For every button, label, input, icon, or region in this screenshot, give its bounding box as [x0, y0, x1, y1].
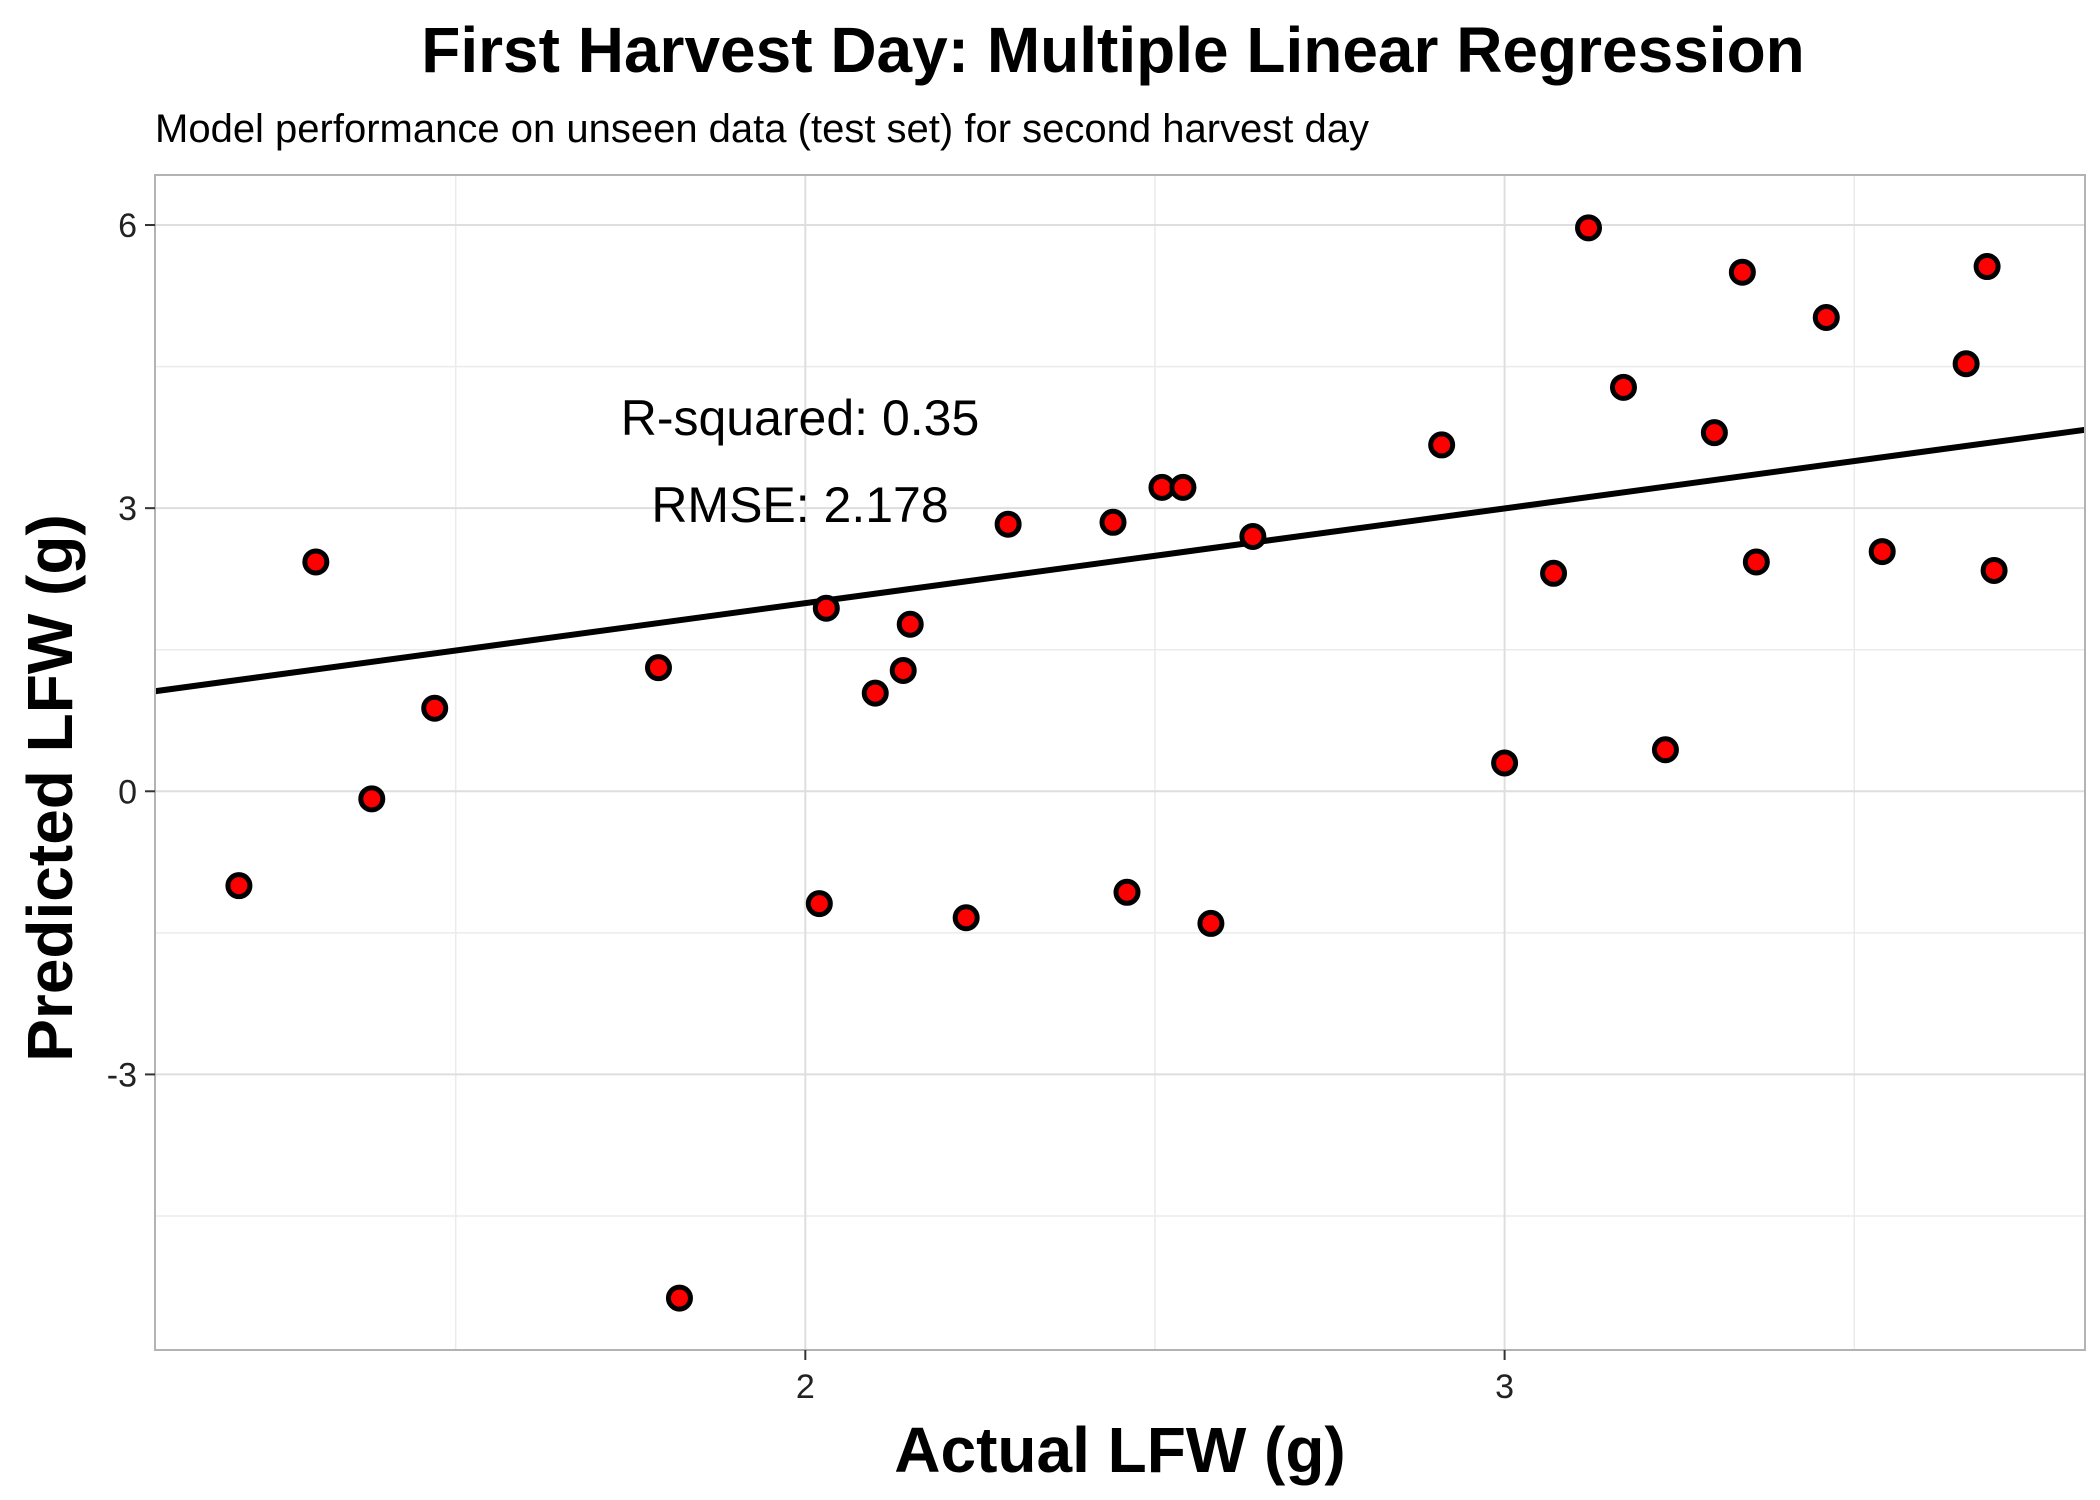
data-point: [889, 656, 917, 684]
data-point: [952, 904, 980, 932]
regression-line: [154, 426, 2086, 695]
data-point: [1428, 431, 1456, 459]
x-axis-title: Actual LFW (g): [894, 1414, 1345, 1486]
data-point: [1700, 419, 1728, 447]
y-tick-label: 3: [118, 490, 137, 528]
data-point: [1651, 736, 1679, 764]
x-tick-label: 3: [1495, 1368, 1514, 1406]
r-squared-annotation: R-squared: 0.35: [621, 390, 980, 446]
rmse-annotation: RMSE: 2.178: [651, 477, 948, 533]
data-points: [225, 214, 2008, 1312]
data-point: [421, 694, 449, 722]
plot-area: [155, 175, 2085, 1350]
data-point: [665, 1284, 693, 1312]
data-point: [302, 548, 330, 576]
data-point: [644, 654, 672, 682]
y-axis-title: Predicted LFW (g): [14, 514, 86, 1062]
data-point: [1113, 878, 1141, 906]
data-point: [1952, 350, 1980, 378]
y-axis-ticks: -3 0 3 6: [107, 207, 155, 1094]
data-point: [805, 890, 833, 918]
data-point: [1868, 538, 1896, 566]
data-point: [896, 610, 924, 638]
data-point: [1239, 522, 1267, 550]
data-point: [861, 679, 889, 707]
x-tick-label: 2: [796, 1368, 815, 1406]
data-point: [1575, 214, 1603, 242]
data-point: [1973, 253, 2001, 281]
data-point: [1491, 749, 1519, 777]
y-tick-label: -3: [107, 1056, 137, 1094]
data-point: [1742, 548, 1770, 576]
data-point: [1197, 909, 1225, 937]
chart-title: First Harvest Day: Multiple Linear Regre…: [421, 14, 1805, 86]
chart-subtitle: Model performance on unseen data (test s…: [155, 107, 1369, 151]
data-point: [1540, 559, 1568, 587]
data-point: [1812, 304, 1840, 332]
data-point: [358, 785, 386, 813]
data-point: [1609, 373, 1637, 401]
data-point: [994, 510, 1022, 538]
plot-border: [154, 174, 2086, 1351]
data-point: [1728, 258, 1756, 286]
data-point: [1099, 508, 1127, 536]
y-tick-label: 0: [118, 773, 137, 811]
data-point: [225, 872, 253, 900]
data-point: [812, 594, 840, 622]
y-tick-label: 6: [118, 207, 137, 245]
data-point: [1169, 473, 1197, 501]
data-point: [1980, 556, 2008, 584]
